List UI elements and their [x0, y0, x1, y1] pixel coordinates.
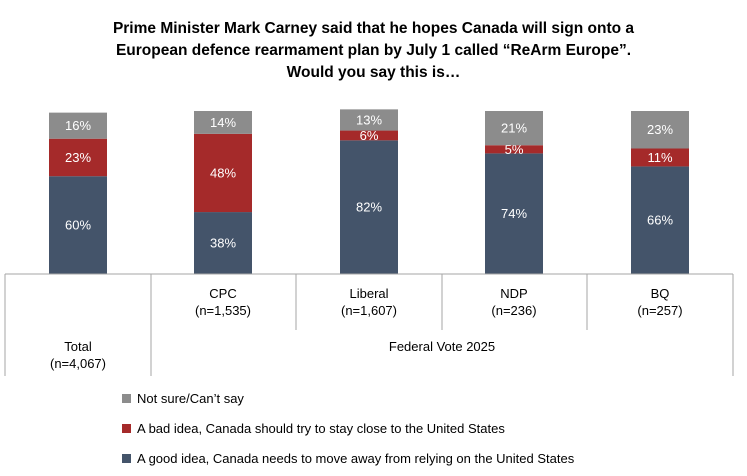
bar-bq-series-0	[631, 166, 689, 274]
legend-label-not-sure: Not sure/Can’t say	[137, 391, 244, 406]
data-label-bq-series-0: 66%	[647, 213, 673, 228]
legend-item-not-sure: Not sure/Can’t say	[122, 391, 244, 406]
bar-ndp-series-0	[485, 153, 543, 274]
tick-label-bq: BQ	[651, 286, 670, 301]
legend-item-bad-idea: A bad idea, Canada should try to stay cl…	[122, 421, 505, 436]
legend-swatch-good-idea	[122, 454, 131, 463]
tick-sample-total: (n=4,067)	[50, 356, 106, 371]
bar-cpc-series-2	[194, 111, 252, 134]
data-label-total-series-2: 16%	[65, 118, 91, 133]
data-label-liberal-series-1: 6%	[360, 128, 379, 143]
data-label-cpc-series-0: 38%	[210, 236, 236, 251]
title-line-2: European defence rearmament plan by July…	[115, 42, 632, 59]
bar-liberal-series-0	[340, 140, 398, 274]
data-label-cpc-series-2: 14%	[210, 115, 236, 130]
legend-label-good-idea: A good idea, Canada needs to move away f…	[137, 451, 575, 466]
data-label-ndp-series-2: 21%	[501, 121, 527, 136]
tick-label-total: Total	[64, 339, 92, 354]
tick-sample-liberal: (n=1,607)	[341, 303, 397, 318]
bar-ndp-series-2	[485, 111, 543, 146]
tick-sample-bq: (n=257)	[637, 303, 682, 318]
group-label: Federal Vote 2025	[389, 339, 495, 354]
data-label-cpc-series-1: 48%	[210, 165, 236, 180]
bar-liberal-series-2	[340, 109, 398, 131]
tick-sample-ndp: (n=236)	[491, 303, 536, 318]
bar-liberal-series-1	[340, 130, 398, 141]
data-label-ndp-series-1: 5%	[505, 142, 524, 157]
data-label-bq-series-2: 23%	[647, 122, 673, 137]
tick-label-cpc: CPC	[209, 286, 236, 301]
legend-label-bad-idea: A bad idea, Canada should try to stay cl…	[137, 421, 505, 436]
tick-label-liberal: Liberal	[349, 286, 388, 301]
legend-swatch-not-sure	[122, 394, 131, 403]
data-label-total-series-0: 60%	[65, 218, 91, 233]
data-label-total-series-1: 23%	[65, 150, 91, 165]
title-line-1: Prime Minister Mark Carney said that he …	[112, 20, 635, 37]
data-label-bq-series-1: 11%	[647, 150, 672, 165]
legend-swatch-bad-idea	[122, 424, 131, 433]
bar-cpc-series-0	[194, 212, 252, 274]
bar-ndp-series-1	[485, 145, 543, 154]
bar-total-series-0	[49, 176, 107, 274]
data-label-liberal-series-0: 82%	[356, 200, 382, 215]
bar-total-series-1	[49, 138, 107, 177]
bar-total-series-2	[49, 112, 107, 139]
bar-bq-series-2	[631, 111, 689, 149]
bar-cpc-series-1	[194, 133, 252, 213]
tick-label-ndp: NDP	[500, 286, 527, 301]
legend-item-good-idea: A good idea, Canada needs to move away f…	[122, 451, 574, 466]
bar-bq-series-1	[631, 148, 689, 167]
chart-title: Prime Minister Mark Carney said that he …	[0, 18, 747, 84]
tick-sample-cpc: (n=1,535)	[195, 303, 251, 318]
title-line-3: Would you say this is…	[286, 64, 461, 81]
data-label-ndp-series-0: 74%	[501, 206, 527, 221]
data-label-liberal-series-2: 13%	[356, 112, 382, 127]
